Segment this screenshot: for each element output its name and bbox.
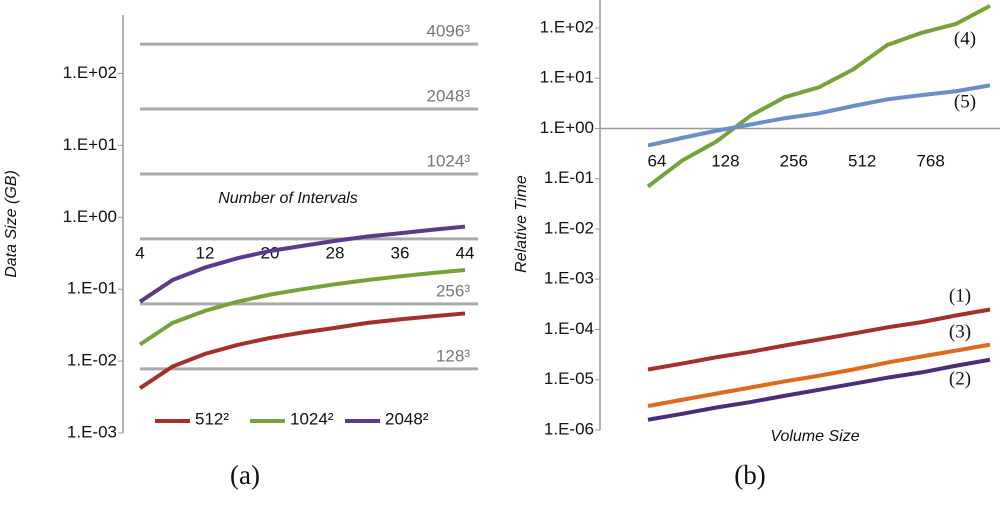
x-tick-label: 28	[326, 243, 345, 262]
y-axis-title: Relative Time	[513, 175, 530, 273]
y-tick-label: 1.E-06	[544, 419, 594, 438]
legend-label: 2048²	[385, 409, 429, 428]
y-tick-label: 1.E+02	[540, 17, 594, 36]
series-line	[138, 224, 466, 304]
y-axis-title: Data Size (GB)	[3, 170, 20, 278]
series-label: (4)	[954, 28, 976, 49]
series-line	[646, 4, 991, 189]
series-label: (1)	[949, 285, 971, 306]
y-tick-label: 1.E-03	[67, 422, 117, 441]
y-tick-label: 1.E+00	[63, 207, 117, 226]
series-line	[647, 357, 991, 422]
legend-label: 512²	[195, 409, 229, 428]
y-tick-label: 1.E-01	[67, 279, 117, 298]
x-axis-title: Number of Intervals	[218, 190, 358, 207]
y-tick-label: 1.E-04	[544, 319, 594, 338]
y-tick-label: 1.E-05	[544, 369, 594, 388]
series-label: (3)	[949, 321, 971, 342]
series-line	[138, 311, 466, 390]
y-tick-label: 1.E+01	[540, 68, 594, 87]
x-tick-label: 768	[916, 151, 944, 170]
reference-label: 128³	[436, 346, 470, 365]
x-tick-label: 128	[711, 151, 739, 170]
y-tick-label: 1.E-01	[544, 168, 594, 187]
reference-label: 1024³	[427, 151, 471, 170]
series-line	[647, 83, 991, 148]
y-tick-label: 1.E-02	[67, 351, 117, 370]
x-tick-label: 12	[196, 243, 215, 262]
reference-label: 4096³	[427, 22, 471, 41]
reference-label: 2048³	[427, 87, 471, 106]
x-tick-label: 36	[391, 243, 410, 262]
y-tick-label: 1.E-03	[544, 269, 594, 288]
series-line	[138, 267, 466, 347]
caption: (b)	[734, 460, 765, 490]
x-tick-label: 4	[135, 243, 144, 262]
series-line	[647, 342, 991, 408]
x-tick-label: 64	[648, 151, 667, 170]
x-axis-title: Volume Size	[770, 428, 859, 445]
series-line	[647, 307, 991, 372]
x-tick-label: 512	[848, 151, 876, 170]
series-label: (5)	[954, 91, 976, 112]
legend-label: 1024²	[290, 409, 334, 428]
y-tick-label: 1.E-02	[544, 218, 594, 237]
series-label: (2)	[949, 368, 971, 389]
y-tick-label: 1.E+00	[540, 118, 594, 137]
x-tick-label: 44	[456, 243, 475, 262]
reference-label: 256³	[436, 281, 470, 300]
y-tick-label: 1.E+01	[63, 135, 117, 154]
x-tick-label: 256	[780, 151, 808, 170]
y-tick-label: 1.E+02	[63, 63, 117, 82]
caption: (a)	[230, 460, 260, 490]
